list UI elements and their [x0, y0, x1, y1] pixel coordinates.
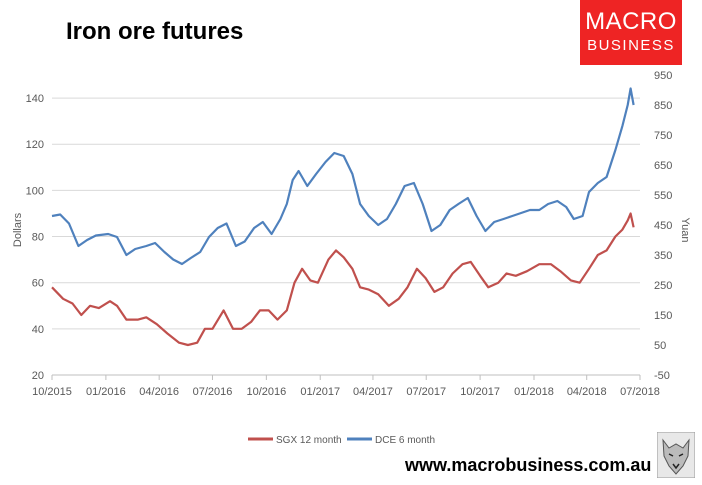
x-tick-label: 04/2017: [353, 386, 393, 398]
legend-label-sgx: SGX 12 month: [276, 435, 342, 446]
y-tick-label: 40: [32, 324, 44, 336]
y-tick-label: 80: [32, 232, 44, 244]
y2-tick-label: 150: [654, 310, 672, 322]
x-tick-label: 01/2018: [514, 386, 554, 398]
y2-tick-label: 450: [654, 220, 672, 232]
series-lines: [51, 87, 635, 347]
x-tick-label: 04/2016: [139, 386, 179, 398]
series-line-sgx-12-month: [51, 212, 635, 347]
x-tick-label: 10/2017: [460, 386, 500, 398]
logo-line-1: MACRO: [585, 8, 677, 35]
website-url: www.macrobusiness.com.au: [405, 455, 652, 475]
y-tick-label: 140: [26, 93, 44, 105]
axis-ticks: 20 40 60 80 100 120 140 -50 50 150 250 350 450 550 650…: [26, 70, 673, 398]
y2-tick-label: 650: [654, 160, 672, 172]
y2-tick-label: 550: [654, 190, 672, 202]
chart-title: Iron ore futures: [66, 18, 244, 45]
x-tick-label: 04/2018: [567, 386, 607, 398]
x-tick-label: 07/2016: [193, 386, 233, 398]
x-tick-label: 07/2017: [406, 386, 446, 398]
y-tick-label: 100: [26, 185, 44, 197]
y2-tick-label: -50: [654, 370, 670, 382]
y2-tick-label: 850: [654, 100, 672, 112]
x-tick-label: 10/2016: [246, 386, 286, 398]
x-tick-label: 01/2016: [86, 386, 126, 398]
y-axis-label: Dollars: [12, 212, 24, 247]
macrobusiness-logo: MACRO BUSINESS: [580, 0, 682, 65]
legend-label-dce: DCE 6 month: [375, 435, 435, 446]
y-tick-label: 120: [26, 139, 44, 151]
y-tick-label: 60: [32, 278, 44, 290]
series-line-dce-6-month: [51, 87, 635, 266]
y2-axis-label: Yuan: [679, 217, 691, 242]
logo-line-2: BUSINESS: [587, 37, 675, 54]
x-tick-label: 10/2015: [32, 386, 72, 398]
y2-tick-label: 250: [654, 280, 672, 292]
gridlines: [51, 97, 641, 380]
y2-tick-label: 750: [654, 130, 672, 142]
x-tick-label: 07/2018: [620, 386, 660, 398]
y-tick-label: 20: [32, 370, 44, 382]
y2-tick-label: 50: [654, 340, 666, 352]
y2-tick-label: 950: [654, 70, 672, 82]
legend: SGX 12 month DCE 6 month: [248, 435, 435, 446]
wolf-logo-icon: [657, 432, 695, 478]
y2-tick-label: 350: [654, 250, 672, 262]
x-tick-label: 01/2017: [300, 386, 340, 398]
